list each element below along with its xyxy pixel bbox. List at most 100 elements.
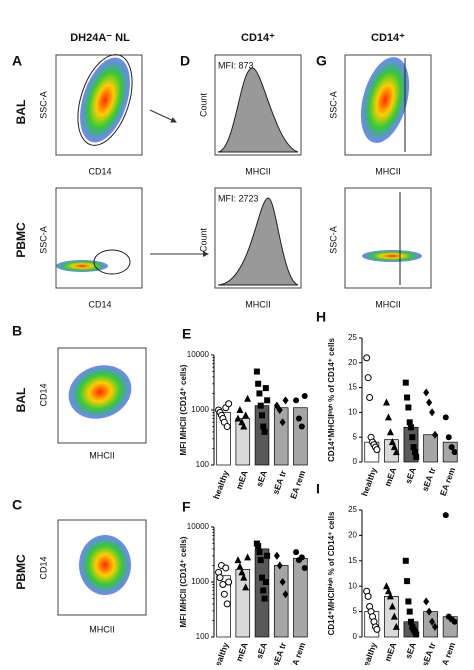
point — [261, 428, 268, 435]
point — [426, 398, 433, 407]
x-tick-label: sEA tr — [420, 640, 438, 665]
point — [260, 587, 267, 594]
point — [386, 428, 394, 436]
axis-label: MHCII — [375, 299, 401, 309]
row-label: PBMC — [14, 222, 28, 258]
arrow — [149, 109, 177, 123]
point — [301, 564, 308, 571]
point — [406, 608, 413, 615]
histogram — [214, 187, 302, 289]
point — [366, 394, 374, 402]
panel-label: D — [180, 53, 190, 69]
point — [222, 564, 230, 572]
point — [405, 598, 412, 605]
x-tick-label: sEA tr — [420, 465, 438, 492]
point — [260, 423, 267, 430]
x-tick-label: sEA — [254, 641, 269, 660]
point — [390, 443, 398, 451]
point — [234, 556, 242, 564]
axis-label: MHCII — [375, 166, 401, 176]
bar — [216, 575, 231, 638]
point — [404, 394, 411, 401]
point — [259, 412, 265, 419]
column-title: CD14⁺ — [371, 32, 405, 44]
point — [225, 400, 233, 408]
point — [253, 368, 260, 375]
point — [451, 618, 458, 625]
x-tick-label: mEA — [382, 641, 398, 663]
panel-label: F — [182, 499, 191, 515]
y-tick-label: 1000 — [191, 577, 209, 586]
point — [240, 573, 248, 581]
y-tick-label: 0 — [353, 632, 358, 641]
axis-label: SSC-A — [328, 226, 338, 254]
flow-plot — [55, 187, 143, 289]
point — [432, 622, 439, 631]
y-axis-label: MFI MHCII (CD14⁺ cells) — [179, 364, 188, 455]
point — [216, 574, 224, 582]
y-tick-label: 5 — [353, 432, 358, 441]
point — [404, 578, 411, 585]
y-tick-label: 10 — [348, 408, 357, 417]
point — [432, 430, 439, 439]
point — [413, 454, 420, 461]
point — [301, 392, 308, 399]
point — [282, 590, 289, 599]
x-tick-label: mEA — [234, 641, 250, 663]
y-tick-label: 15 — [348, 383, 357, 392]
point — [405, 404, 412, 411]
point — [429, 617, 436, 626]
y-axis-label: CD14⁺MHCIIʰⁱᵍʰ % of CD14⁺ cells — [326, 511, 336, 635]
y-axis-label: MFI MHCII (CD14⁺ cells) — [179, 536, 188, 627]
y-tick-label: 15 — [348, 556, 357, 565]
axis-label: Count — [198, 228, 208, 253]
point — [256, 549, 263, 556]
point — [423, 388, 430, 397]
bar — [273, 407, 289, 466]
axis-label: SSC-A — [38, 226, 48, 254]
x-tick-label: sEA — [254, 469, 269, 488]
x-tick-label: sEA — [403, 466, 418, 485]
panel-label: G — [316, 53, 327, 69]
axis-label: Count — [198, 93, 208, 118]
point — [402, 379, 409, 386]
point — [406, 419, 413, 426]
point — [384, 413, 392, 421]
point — [373, 625, 381, 633]
panel-label: C — [12, 497, 22, 513]
y-axis-label: CD14⁺MHCIIʰⁱᵍʰ % of CD14⁺ cells — [326, 338, 336, 462]
axis-label: SSC-A — [328, 91, 338, 119]
point — [429, 408, 436, 417]
point — [264, 552, 271, 559]
point — [293, 549, 300, 556]
point — [261, 595, 268, 602]
point — [363, 354, 371, 362]
x-tick-label: EA rem — [438, 466, 458, 498]
mfi-label: MFI: 2723 — [218, 193, 259, 203]
point — [236, 562, 244, 570]
axis-label: MHCII — [245, 299, 271, 309]
axis-label: CD14 — [38, 383, 48, 406]
point — [262, 579, 269, 585]
point — [256, 390, 263, 397]
point — [402, 557, 409, 564]
point — [259, 574, 265, 581]
panel-label: H — [316, 309, 326, 325]
y-tick-label: 0 — [353, 457, 358, 466]
panel-label: E — [182, 326, 191, 342]
point — [257, 557, 264, 564]
histogram — [214, 54, 302, 156]
point — [223, 423, 231, 431]
point — [219, 581, 227, 589]
point — [442, 414, 449, 421]
y-tick-label: 1000 — [191, 405, 209, 414]
point — [255, 380, 262, 387]
panel-label: I — [316, 481, 320, 497]
x-tick-label: mEA — [234, 469, 250, 491]
flow-plot — [57, 519, 147, 616]
point — [383, 398, 390, 406]
point — [408, 618, 414, 625]
point — [262, 385, 269, 392]
mfi-label: MFI: 873 — [218, 60, 254, 70]
panel-label: A — [12, 53, 22, 69]
